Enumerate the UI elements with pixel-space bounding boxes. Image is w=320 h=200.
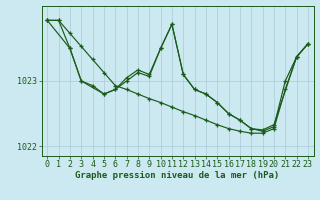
X-axis label: Graphe pression niveau de la mer (hPa): Graphe pression niveau de la mer (hPa): [76, 171, 280, 180]
